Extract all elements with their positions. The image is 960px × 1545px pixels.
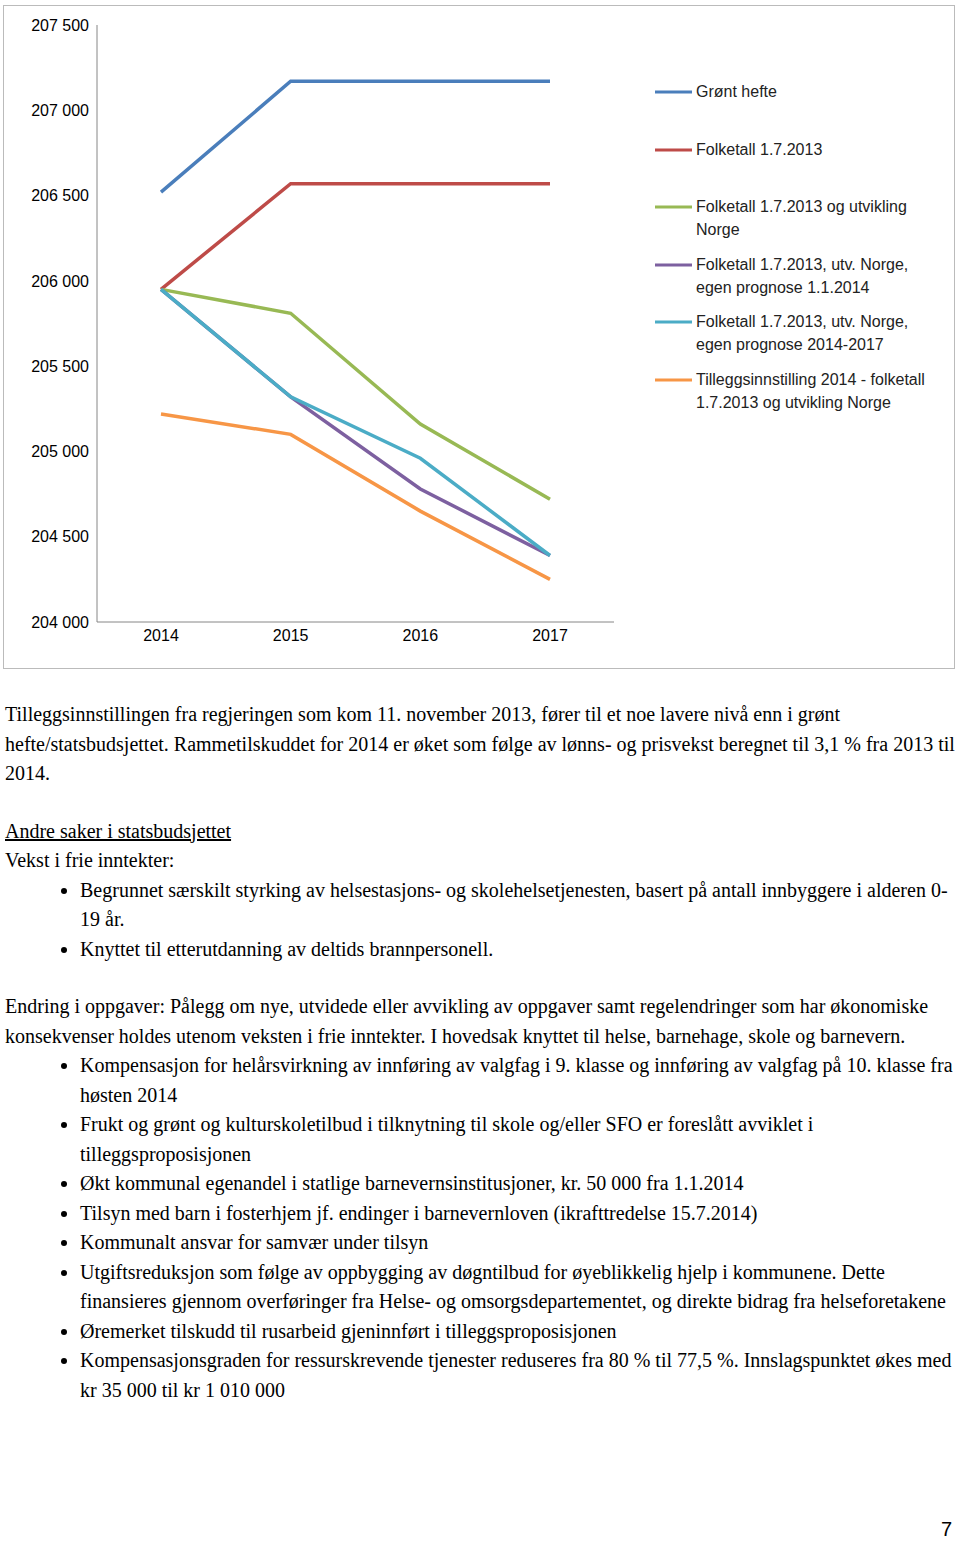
html-text:Frukt og grønt og kulturskolet: Frukt og grønt og kulturskoletilbud i ti… (80, 1113, 814, 1165)
html-text:Folketall 1.7.2013, utv. Norge: Folketall 1.7.2013, utv. Norge, egen pro… (696, 255, 909, 296)
html-text:Begrunnet særskilt styrking av: Begrunnet særskilt styrking av helsestas… (80, 878, 948, 930)
html-text:Kompensasjon for helårsvirknin: Kompensasjon for helårsvirkning av innfø… (80, 1054, 953, 1106)
html-text:Endring i oppgaver: Pålegg om: Endring i oppgaver: Pålegg om nye, utvid… (5, 995, 929, 1047)
html-text:Tilleggsinnstillingen fra regj: Tilleggsinnstillingen fra regjeringen so… (5, 703, 955, 784)
svg-text:206 500: 206 500 (31, 187, 89, 204)
html-text:Folketall 1.7.2013, utv. Norge: Folketall 1.7.2013, utv. Norge, egen pro… (696, 313, 909, 353)
svg-text:207 000: 207 000 (31, 102, 89, 119)
html-text:Tilleggsinnstilling 2014 - fol: Tilleggsinnstilling 2014 - folketall 1.7… (696, 370, 925, 411)
html-text:Vekst i frie inntekter:: Vekst i frie inntekter: (5, 849, 175, 871)
html-text:Knyttet til etterutdanning av: Knyttet til etterutdanning av deltids br… (80, 937, 494, 960)
html-text:Utgiftsreduksjon som følge av: Utgiftsreduksjon som følge av oppbygging… (80, 1260, 946, 1312)
html-text:Folketall 1.7.2013 og utviklin: Folketall 1.7.2013 og utvikling Norge (696, 198, 907, 238)
svg-text:2014: 2014 (143, 627, 179, 644)
svg-text:206 000: 206 000 (31, 273, 89, 290)
html-text:7: 7 (940, 1518, 952, 1540)
svg-text:2015: 2015 (273, 627, 309, 644)
html-text:Andre saker i statsbudsjettet: Andre saker i statsbudsjettet (5, 819, 232, 842)
html-text:Tilsyn med barn i fosterhjem j: Tilsyn med barn i fosterhjem jf. endinge… (80, 1201, 758, 1224)
svg-text:2016: 2016 (403, 627, 439, 644)
html-text:Kompensasjonsgraden for ressur: Kompensasjonsgraden for ressurskrevende … (80, 1349, 952, 1401)
html-text:Kommunalt ansvar for samvær un: Kommunalt ansvar for samvær under tilsyn (80, 1231, 429, 1253)
svg-text:205 500: 205 500 (31, 358, 89, 375)
svg-text:204 000: 204 000 (31, 614, 89, 631)
svg-text:207 500: 207 500 (31, 17, 89, 34)
svg-text:205 000: 205 000 (31, 443, 89, 460)
html-text:Folketall 1.7.2013: Folketall 1.7.2013 (696, 140, 823, 158)
html-text:Grønt hefte: Grønt hefte (696, 83, 777, 100)
html-text:Økt kommunal egenandel i statl: Økt kommunal egenandel i statlige barnev… (80, 1172, 744, 1194)
html-text:Øremerket tilskudd til rusarbe: Øremerket tilskudd til rusarbeid gjeninn… (80, 1319, 617, 1342)
svg-text:204 500: 204 500 (31, 528, 89, 545)
svg-text:2017: 2017 (532, 627, 568, 644)
